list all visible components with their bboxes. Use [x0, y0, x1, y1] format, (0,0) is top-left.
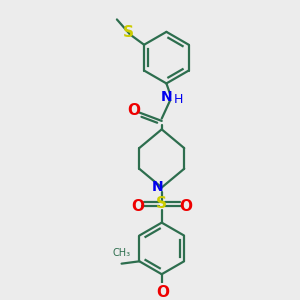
- Text: S: S: [123, 25, 134, 40]
- Text: N: N: [160, 89, 172, 103]
- Text: O: O: [127, 103, 140, 118]
- Text: O: O: [131, 199, 144, 214]
- Text: O: O: [156, 286, 169, 300]
- Text: N: N: [152, 181, 164, 194]
- Text: H: H: [174, 93, 183, 106]
- Text: CH₃: CH₃: [112, 248, 130, 258]
- Text: S: S: [156, 196, 167, 211]
- Text: O: O: [180, 199, 193, 214]
